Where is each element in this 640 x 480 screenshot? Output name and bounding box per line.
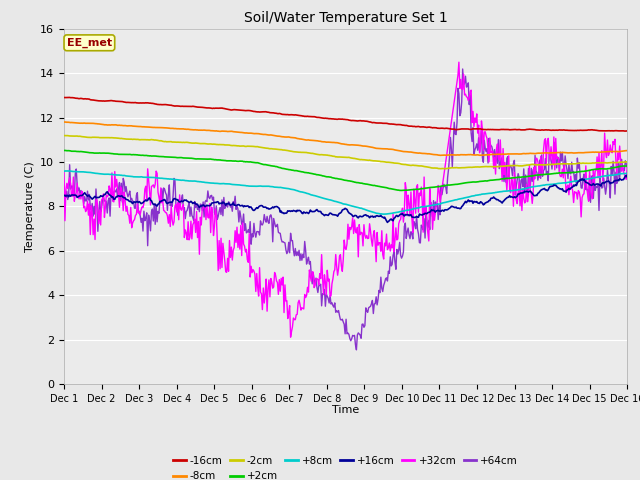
Text: EE_met: EE_met — [67, 37, 112, 48]
Title: Soil/Water Temperature Set 1: Soil/Water Temperature Set 1 — [244, 11, 447, 25]
Legend: -16cm, -8cm, -2cm, +2cm, +8cm, +16cm, +32cm, +64cm: -16cm, -8cm, -2cm, +2cm, +8cm, +16cm, +3… — [169, 452, 522, 480]
X-axis label: Time: Time — [332, 405, 359, 415]
Y-axis label: Temperature (C): Temperature (C) — [24, 161, 35, 252]
